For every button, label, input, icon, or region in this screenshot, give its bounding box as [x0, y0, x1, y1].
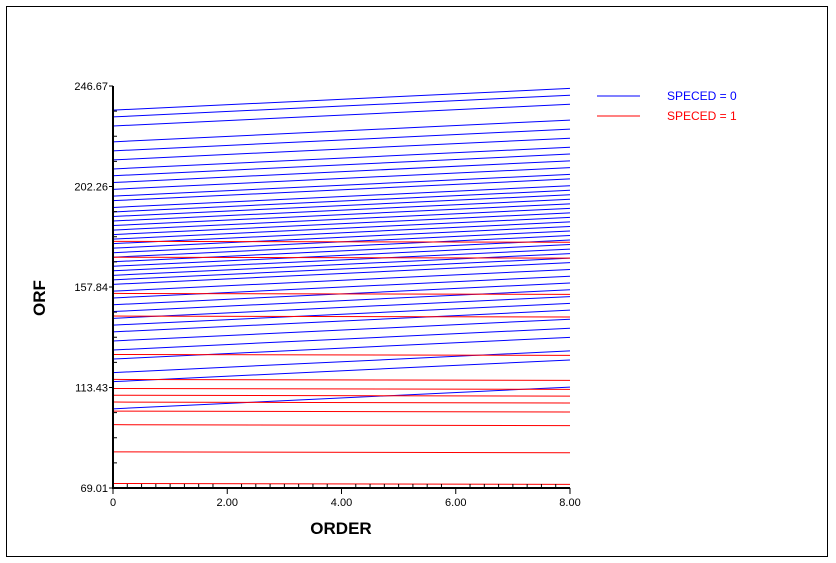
series-0-line-3 [112, 119, 571, 143]
series-0-line-17 [112, 207, 571, 231]
series-1-line-1 [112, 256, 571, 259]
series-0-line-19 [112, 216, 571, 240]
x-tick-label-3: 6.00 [445, 497, 466, 509]
ticks: 69.01 113.43 157.84 202.26 246.67 0 2.00 4.00 6.… [74, 81, 580, 509]
series-1-line-5 [112, 378, 571, 381]
series-1-line-7 [112, 394, 571, 397]
series-0-line-9 [112, 167, 571, 190]
series-0-line-13 [112, 189, 571, 213]
series-lines [112, 87, 571, 485]
series-0-line-8 [112, 160, 571, 184]
series-0-line-1 [112, 94, 571, 118]
series-0-line-28 [112, 257, 571, 281]
x-tick-label-4: 8.00 [559, 497, 580, 509]
series-0-line-33 [112, 289, 571, 313]
series-1-line-2 [112, 292, 571, 295]
series-0-line-5 [112, 137, 571, 161]
series-0-line-37 [112, 318, 571, 342]
series-0-line-25 [112, 244, 571, 267]
series-0-line-0 [112, 87, 571, 111]
series-0-line-26 [112, 248, 571, 272]
legend: SPECED = 0 SPECED = 1 [597, 89, 737, 123]
series-0-line-41 [112, 359, 571, 383]
series-0-line-38 [112, 327, 571, 351]
y-tick-label-2: 157.84 [74, 282, 108, 294]
series-0-line-4 [112, 128, 571, 152]
series-0-line-12 [112, 185, 571, 208]
series-1-line-9 [112, 410, 571, 413]
chart-frame [6, 6, 828, 557]
series-0-line-23 [112, 235, 571, 258]
y-tick-label-4: 246.67 [74, 81, 108, 93]
series-0-line-7 [112, 153, 571, 177]
x-tick-label-2: 4.00 [331, 497, 352, 509]
y-tick-label-3: 202.26 [74, 181, 108, 193]
x-tick-label-1: 2.00 [217, 497, 238, 509]
series-0-line-21 [112, 225, 571, 249]
series-0-line-18 [112, 212, 571, 236]
series-0-line-39 [112, 336, 571, 360]
series-0-line-29 [112, 262, 571, 285]
y-tick-label-0: 69.01 [80, 483, 108, 495]
legend-label-1: SPECED = 1 [667, 109, 737, 123]
series-0-line-10 [112, 173, 571, 197]
series-1-line-11 [112, 451, 571, 454]
series-0-line-42 [112, 386, 571, 410]
series-1-line-12 [112, 482, 571, 485]
series-0-line-40 [112, 350, 571, 374]
series-0-line-31 [112, 275, 571, 299]
series-0-line-34 [112, 296, 571, 319]
series-0-line-14 [112, 194, 571, 217]
x-axis-title: ORDER [310, 519, 371, 538]
x-tick-label-0: 0 [110, 497, 116, 509]
legend-label-0: SPECED = 0 [667, 89, 737, 103]
series-0-line-15 [112, 198, 571, 222]
series-0-line-11 [112, 178, 571, 202]
series-0-line-2 [112, 103, 571, 127]
series-0-line-30 [112, 268, 571, 292]
series-0-line-36 [112, 309, 571, 333]
series-1-line-4 [112, 354, 571, 356]
series-0-line-27 [112, 253, 571, 276]
series-1-line-6 [112, 387, 571, 390]
y-axis-title: ORF [30, 280, 49, 316]
series-0-line-16 [112, 203, 571, 227]
series-1-line-8 [112, 401, 571, 404]
series-1-line-3 [112, 315, 571, 318]
series-0-line-20 [112, 221, 571, 245]
series-1-line-10 [112, 424, 571, 427]
series-0-line-6 [112, 146, 571, 170]
series-1-line-0 [112, 240, 571, 243]
series-0-line-35 [112, 302, 571, 326]
series-0-line-24 [112, 239, 571, 263]
y-tick-label-1: 113.43 [75, 382, 108, 394]
